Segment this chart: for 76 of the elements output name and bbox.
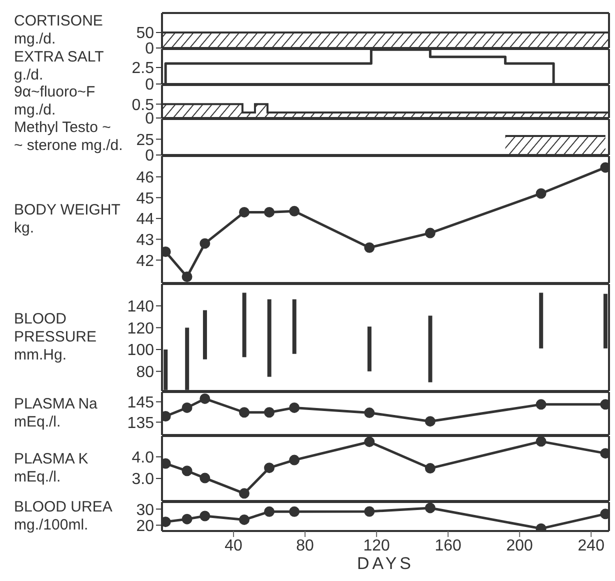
point bbox=[424, 463, 436, 474]
y-tick-label: 135 bbox=[127, 414, 154, 432]
bar bbox=[267, 299, 272, 377]
point bbox=[364, 408, 375, 418]
bar bbox=[202, 310, 207, 360]
point bbox=[536, 523, 546, 531]
point bbox=[289, 206, 300, 216]
y-tick-label: 0 bbox=[145, 148, 154, 165]
point bbox=[364, 242, 375, 253]
point bbox=[200, 393, 210, 404]
y-axis-title: 9α~fluoro~F mg./d. bbox=[14, 83, 96, 118]
y-tick-label: 20 bbox=[136, 518, 154, 535]
point bbox=[239, 206, 250, 218]
y-tick-label: 25 bbox=[136, 132, 154, 149]
bar bbox=[428, 316, 432, 382]
y-tick-label: 100 bbox=[127, 342, 154, 360]
point bbox=[200, 510, 210, 522]
x-tick-label: 40 bbox=[224, 537, 243, 554]
y-tick-label: 145 bbox=[127, 394, 154, 412]
point bbox=[264, 462, 275, 474]
y-axis-title: Methyl Testo ~ ~ sterone mg./d. bbox=[14, 118, 123, 154]
bar bbox=[539, 292, 544, 348]
point bbox=[364, 506, 375, 517]
x-tick-label: 160 bbox=[434, 537, 462, 554]
point bbox=[424, 502, 436, 514]
point bbox=[289, 454, 300, 466]
y-tick-label: 80 bbox=[136, 364, 154, 382]
y-tick-label: 120 bbox=[127, 320, 154, 338]
x-tick-label: 200 bbox=[506, 537, 534, 554]
y-tick-label: 0 bbox=[145, 76, 154, 94]
point bbox=[424, 416, 436, 427]
point bbox=[289, 402, 300, 413]
bar bbox=[367, 326, 372, 372]
point bbox=[264, 506, 275, 517]
y-axis-title: PLASMA K mEq./l. bbox=[14, 450, 88, 486]
point bbox=[239, 407, 250, 418]
x-axis-title: DAYS bbox=[356, 554, 414, 573]
point bbox=[182, 466, 192, 476]
point bbox=[239, 514, 250, 525]
point bbox=[364, 436, 375, 448]
y-tick-label: 50 bbox=[136, 25, 154, 42]
y-axis-title: BLOOD PRESSURE mm.Hg. bbox=[14, 310, 97, 364]
y-axis-title: EXTRA SALT g./d. bbox=[14, 48, 104, 84]
y-tick-label: 2.5 bbox=[132, 60, 154, 78]
point bbox=[536, 399, 546, 410]
x-tick-label: 80 bbox=[296, 537, 314, 554]
point bbox=[182, 272, 192, 282]
point bbox=[536, 436, 546, 447]
point bbox=[424, 228, 436, 238]
point bbox=[536, 188, 546, 199]
point bbox=[289, 506, 300, 517]
point bbox=[264, 407, 275, 418]
y-axis-title: CORTISONE mg./d. bbox=[14, 12, 103, 48]
bar bbox=[292, 299, 296, 354]
y-tick-label: 44 bbox=[136, 211, 154, 228]
y-tick-label: 30 bbox=[136, 502, 154, 519]
y-tick-label: 43 bbox=[136, 232, 154, 249]
y-tick-label: 140 bbox=[127, 298, 154, 316]
y-tick-label: 4.0 bbox=[132, 449, 154, 466]
y-tick-label: 46 bbox=[136, 170, 154, 186]
y-axis-title: BODY WEIGHT kg. bbox=[14, 201, 120, 236]
point bbox=[200, 472, 210, 484]
point bbox=[182, 402, 192, 413]
point bbox=[264, 206, 275, 218]
bar bbox=[242, 292, 246, 358]
x-tick-label: 120 bbox=[363, 537, 390, 554]
y-tick-label: 3.0 bbox=[132, 471, 154, 488]
point bbox=[239, 488, 250, 499]
point bbox=[182, 514, 192, 524]
x-tick-label: 240 bbox=[578, 537, 605, 554]
y-axis-title: PLASMA Na mEq./l. bbox=[14, 395, 98, 430]
y-axis-title: BLOOD UREA mg./100ml. bbox=[14, 498, 112, 534]
y-tick-label: 0 bbox=[145, 40, 154, 58]
point bbox=[200, 238, 210, 249]
y-tick-label: 45 bbox=[136, 190, 154, 208]
y-tick-label: 42 bbox=[136, 252, 154, 270]
